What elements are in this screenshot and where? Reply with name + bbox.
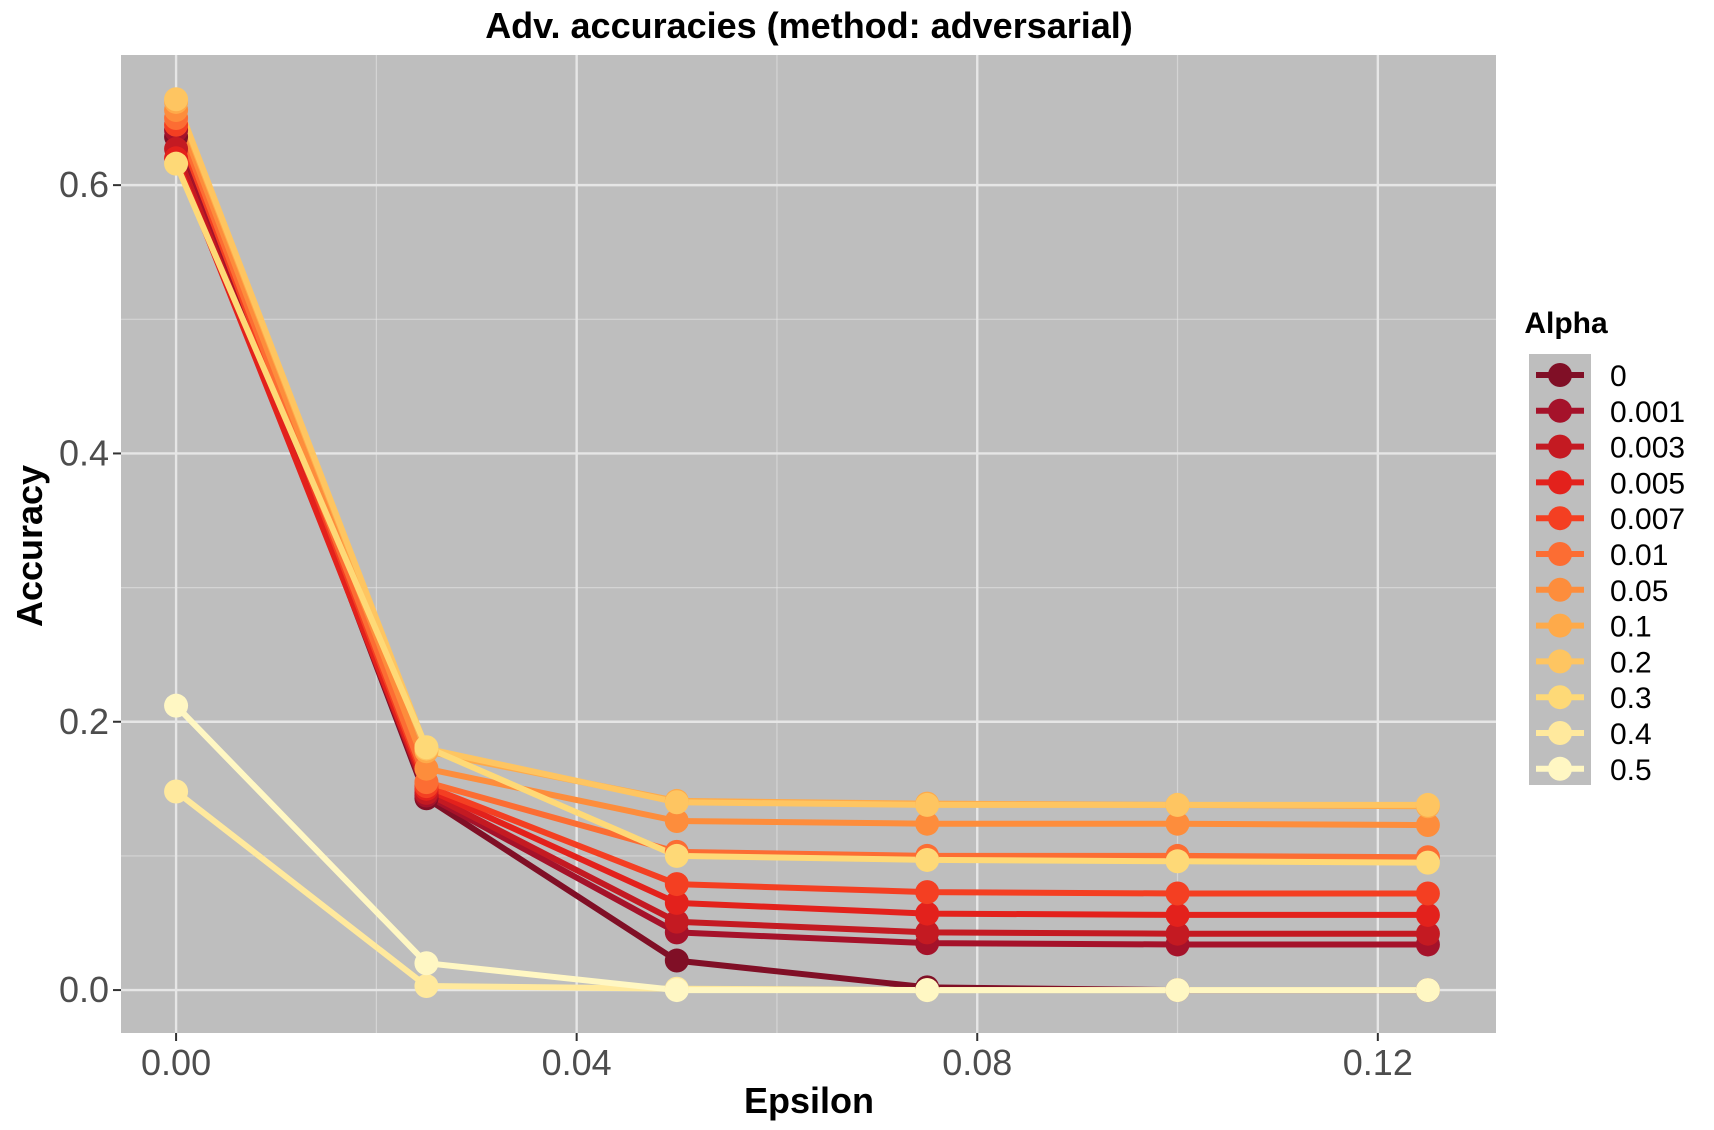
data-point-3-3 bbox=[915, 901, 940, 926]
data-point-10-0 bbox=[164, 779, 189, 804]
data-point-9-1 bbox=[414, 735, 439, 760]
data-point-11-3 bbox=[915, 978, 940, 1003]
legend-item-11: 0.5 bbox=[1536, 754, 1652, 787]
x-tick-label: 0.12 bbox=[1343, 1042, 1413, 1083]
legend-item-10: 0.4 bbox=[1536, 718, 1652, 751]
data-point-9-4 bbox=[1165, 849, 1190, 874]
x-axis-ticks: 0.00 0.04 0.08 0.12 bbox=[141, 1033, 1413, 1083]
data-point-9-5 bbox=[1415, 850, 1440, 875]
data-point-11-1 bbox=[414, 951, 439, 976]
chart-title: Adv. accuracies (method: adversarial) bbox=[485, 5, 1133, 46]
data-point-8-4 bbox=[1165, 792, 1190, 817]
data-point-4-5 bbox=[1415, 881, 1440, 906]
data-point-2-4 bbox=[1165, 921, 1190, 946]
legend-item-7: 0.1 bbox=[1536, 611, 1652, 644]
data-point-8-5 bbox=[1415, 792, 1440, 817]
legend-item-6: 0.05 bbox=[1536, 575, 1668, 608]
legend-key-point bbox=[1548, 649, 1572, 674]
legend-key-point bbox=[1548, 542, 1572, 566]
legend-item-0: 0 bbox=[1536, 360, 1627, 393]
data-point-10-1 bbox=[414, 974, 439, 999]
legend-key-point bbox=[1548, 506, 1572, 531]
legend-item-3: 0.005 bbox=[1536, 467, 1685, 500]
series-line-6 bbox=[173, 107, 1431, 829]
series-line-5 bbox=[173, 115, 1431, 861]
legend-item-4: 0.007 bbox=[1536, 503, 1685, 536]
legend-label: 0.007 bbox=[1610, 503, 1685, 536]
series-line-8 bbox=[173, 96, 1431, 808]
legend-label: 0.1 bbox=[1610, 611, 1652, 644]
data-point-3-5 bbox=[1415, 902, 1440, 927]
legend-key-point bbox=[1548, 398, 1572, 423]
x-tick-label: 0.08 bbox=[942, 1042, 1012, 1083]
data-point-11-0 bbox=[164, 693, 189, 718]
series-line-11 bbox=[173, 702, 1431, 994]
data-point-8-0 bbox=[164, 87, 189, 112]
legend-item-8: 0.2 bbox=[1536, 646, 1652, 679]
data-point-2-5 bbox=[1415, 921, 1440, 946]
legend-key-point bbox=[1548, 721, 1572, 745]
data-point-2-2 bbox=[664, 909, 689, 934]
series-lines bbox=[173, 96, 1431, 994]
legend-item-2: 0.003 bbox=[1536, 432, 1685, 465]
data-point-3-4 bbox=[1165, 902, 1190, 927]
legend-label: 0.5 bbox=[1610, 754, 1652, 787]
x-axis-title: Epsilon bbox=[744, 1080, 874, 1121]
legend-key-background bbox=[1529, 354, 1591, 785]
data-point-9-2 bbox=[664, 843, 689, 868]
legend-items: 00.0010.0030.0050.0070.010.050.10.20.30.… bbox=[1536, 360, 1685, 787]
x-tick-label: 0.00 bbox=[141, 1042, 211, 1083]
data-point-4-3 bbox=[915, 880, 940, 905]
x-tick-label: 0.04 bbox=[542, 1042, 612, 1083]
data-point-6-5 bbox=[1415, 813, 1440, 838]
legend-label: 0.01 bbox=[1610, 539, 1668, 572]
legend-item-5: 0.01 bbox=[1536, 539, 1668, 572]
legend-item-1: 0.001 bbox=[1536, 396, 1685, 429]
legend-label: 0.4 bbox=[1610, 718, 1652, 751]
y-tick-label: 0.2 bbox=[59, 701, 109, 742]
data-point-11-4 bbox=[1165, 978, 1190, 1003]
legend-label: 0 bbox=[1610, 360, 1627, 393]
y-tick-label: 0.0 bbox=[59, 969, 109, 1010]
data-point-9-0 bbox=[164, 151, 189, 176]
legend-key-point bbox=[1548, 613, 1572, 638]
legend-label: 0.2 bbox=[1610, 646, 1652, 679]
y-tick-label: 0.4 bbox=[59, 432, 109, 473]
legend-key-point bbox=[1548, 434, 1572, 459]
data-point-2-3 bbox=[915, 920, 940, 945]
data-point-6-3 bbox=[915, 811, 940, 836]
legend-label: 0.3 bbox=[1610, 682, 1652, 715]
series-points bbox=[164, 87, 1440, 1003]
series-line-9 bbox=[173, 160, 1431, 866]
data-point-6-1 bbox=[414, 756, 439, 781]
y-axis-title: Accuracy bbox=[9, 465, 50, 627]
data-point-8-2 bbox=[664, 790, 689, 815]
legend-key-point bbox=[1548, 577, 1572, 602]
legend-item-9: 0.3 bbox=[1536, 682, 1652, 715]
legend-label: 0.005 bbox=[1610, 467, 1685, 500]
data-point-6-2 bbox=[664, 809, 689, 834]
legend-key-point bbox=[1548, 363, 1572, 387]
data-point-0-2 bbox=[664, 948, 689, 973]
data-point-9-3 bbox=[915, 847, 940, 872]
legend-label: 0.001 bbox=[1610, 396, 1685, 429]
data-point-8-3 bbox=[915, 792, 940, 817]
data-point-4-4 bbox=[1165, 881, 1190, 906]
legend-key-point bbox=[1548, 470, 1572, 495]
y-axis-ticks: 0.0 0.2 0.4 0.6 bbox=[59, 164, 121, 1010]
legend-label: 0.003 bbox=[1610, 432, 1685, 465]
data-point-3-2 bbox=[664, 890, 689, 915]
legend-key-point bbox=[1548, 756, 1572, 781]
data-point-4-2 bbox=[664, 872, 689, 897]
legend-label: 0.05 bbox=[1610, 575, 1668, 608]
legend: Alpha 00.0010.0030.0050.0070.010.050.10.… bbox=[1524, 307, 1685, 787]
data-point-11-2 bbox=[664, 978, 689, 1003]
legend-key-point bbox=[1548, 685, 1572, 710]
data-point-6-4 bbox=[1165, 811, 1190, 836]
legend-title: Alpha bbox=[1524, 307, 1608, 340]
y-tick-label: 0.6 bbox=[59, 164, 109, 205]
data-point-11-5 bbox=[1415, 978, 1440, 1003]
